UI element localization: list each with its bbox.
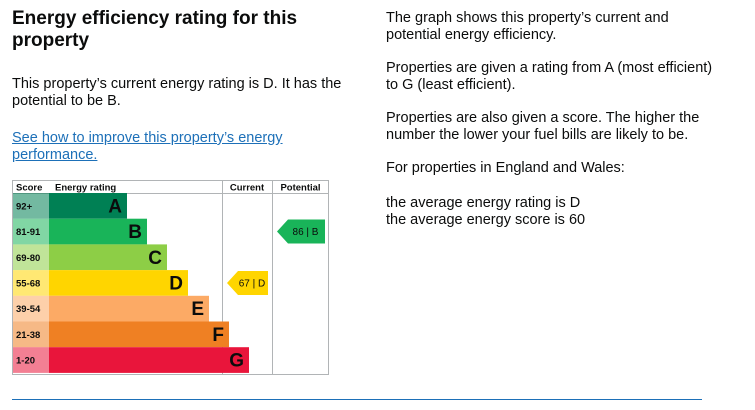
band-letter-e: E xyxy=(191,299,204,320)
band-score-cell-f xyxy=(13,321,49,348)
rating-summary: This property’s current energy rating is… xyxy=(12,76,342,109)
band-bar-g xyxy=(49,347,249,373)
potential-rating-label: 86 | B xyxy=(293,227,319,238)
band-range-a: 92+ xyxy=(16,201,33,212)
band-range-c: 69-80 xyxy=(16,253,40,264)
header-current: Current xyxy=(230,183,265,194)
explanation-rating: Properties are given a rating from A (mo… xyxy=(386,60,713,93)
band-bar-b xyxy=(49,218,147,245)
potential-rating-arrow xyxy=(277,219,325,244)
band-score-cell-d xyxy=(13,270,49,296)
explanation-region: For properties in England and Wales: xyxy=(386,160,625,176)
band-range-b: 81-91 xyxy=(16,227,41,238)
current-rating-arrow xyxy=(227,270,268,295)
band-letter-c: C xyxy=(148,248,162,269)
band-bar-e xyxy=(49,295,209,322)
band-letter-d: D xyxy=(169,273,183,294)
rating-intro: Energy efficiency rating for this proper… xyxy=(12,8,342,164)
band-range-e: 39-54 xyxy=(16,304,41,315)
energy-rating-chart: Score Energy rating Current Potential 92+ A 81… xyxy=(12,180,329,375)
band-letter-g: G xyxy=(229,351,244,372)
energy-rating-graph: Score Energy rating Current Potential 92+ A 81… xyxy=(12,180,329,375)
band-letter-a: A xyxy=(108,196,122,217)
band-range-f: 21-38 xyxy=(16,330,40,341)
band-score-cell-g xyxy=(13,347,49,373)
band-bar-c xyxy=(49,244,167,271)
header-potential: Potential xyxy=(280,183,320,194)
header-score: Score xyxy=(16,183,42,194)
header-energy-rating: Energy rating xyxy=(55,183,116,194)
band-letter-f: F xyxy=(212,325,224,346)
band-score-cell-b xyxy=(13,218,49,245)
average-rating: the average energy rating is D xyxy=(386,195,581,211)
rating-explanation: The graph shows this property’s current … xyxy=(386,10,726,229)
explanation-graph: The graph shows this property’s current … xyxy=(386,10,669,43)
explanation-score: Properties are also given a score. The h… xyxy=(386,110,700,143)
band-range-d: 55-68 xyxy=(16,278,40,289)
band-bar-d xyxy=(49,270,188,296)
current-rating-label: 67 | D xyxy=(239,278,266,289)
band-score-cell-e xyxy=(13,295,49,322)
chart-frame xyxy=(12,180,329,375)
band-letter-b: B xyxy=(128,222,142,243)
band-bar-a xyxy=(49,193,127,219)
improve-performance-link[interactable]: See how to improve this property’s energ… xyxy=(12,130,283,163)
average-score: the average energy score is 60 xyxy=(386,212,586,228)
band-score-cell-c xyxy=(13,244,49,271)
page-title: Energy efficiency rating for this proper… xyxy=(12,8,298,51)
section-divider xyxy=(12,399,702,400)
band-bar-f xyxy=(49,321,229,348)
band-range-g: 1-20 xyxy=(16,356,35,367)
band-score-cell-a xyxy=(13,193,49,219)
